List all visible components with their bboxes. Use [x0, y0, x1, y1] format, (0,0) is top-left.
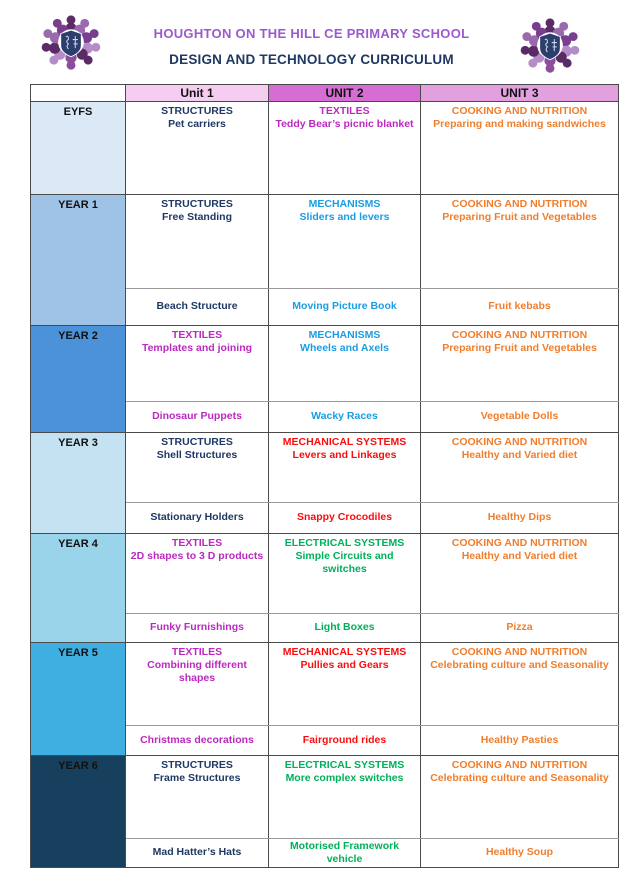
unit-title: STRUCTURES	[161, 436, 233, 448]
unit-title: TEXTILES	[171, 646, 223, 658]
project-name: Motorised Framework vehicle	[289, 839, 400, 865]
project-name: Frame Structures	[153, 772, 241, 785]
project-name: Levers and Linkages	[292, 449, 397, 462]
page-title: DESIGN AND TECHNOLOGY CURRICULUM	[169, 52, 454, 67]
curriculum-table: Unit 1 UNIT 2 UNIT 3 EYFS STRUCTURES Pet…	[30, 84, 619, 868]
school-logo-icon	[520, 18, 580, 73]
project-name: Free Standing	[161, 211, 232, 224]
header-cell-unit3: UNIT 3	[420, 84, 619, 102]
unit-title: COOKING AND NUTRITION	[451, 198, 588, 210]
project-name: Templates and joining	[141, 342, 253, 355]
project-name: Fairground rides	[302, 733, 387, 746]
unit-title: COOKING AND NUTRITION	[451, 646, 588, 658]
table-row-year6: YEAR 6 STRUCTURES Frame Structures ELECT…	[30, 755, 619, 868]
unit-title: COOKING AND NUTRITION	[451, 537, 588, 549]
year-label-year6: YEAR 6	[30, 755, 126, 868]
project-name: Dinosaur Puppets	[152, 410, 242, 423]
project-name: Celebrating culture and Seasonality	[430, 659, 609, 672]
project-name: Healthy and Varied diet	[461, 449, 578, 462]
unit-title: TEXTILES	[171, 329, 223, 341]
project-name: Pet carriers	[168, 118, 226, 131]
unit-title: COOKING AND NUTRITION	[451, 759, 588, 771]
school-logo-icon	[41, 15, 101, 70]
table-header-row: Unit 1 UNIT 2 UNIT 3	[30, 84, 619, 102]
unit-title: MECHANICAL SYSTEMS	[282, 436, 407, 448]
table-row-year1: YEAR 1 STRUCTURES Free Standing MECHANIS…	[30, 194, 619, 326]
table-row-year4: YEAR 4 TEXTILES 2D shapes to 3 D product…	[30, 533, 619, 643]
project-name: Wacky Races	[311, 410, 378, 423]
project-name: Fruit kebabs	[488, 300, 551, 313]
project-name: Combining different shapes	[147, 659, 247, 685]
table-row-year3b: Stationary Holders Snappy Crocodiles Hea…	[31, 502, 619, 534]
project-name: Funky Furnishings	[150, 621, 244, 634]
table-row-year5: YEAR 5 TEXTILES Combining different shap…	[30, 642, 619, 756]
table-row-eyfs: EYFS STRUCTURES Pet carriers TEXTILES Te…	[30, 101, 619, 195]
project-name: Vegetable Dolls	[480, 410, 559, 423]
header-cell-unit2: UNIT 2	[268, 84, 421, 102]
project-name: Preparing Fruit and Vegetables	[442, 211, 597, 224]
project-name: Moving Picture Book	[292, 300, 397, 313]
table-row-year6b: Mad Hatter’s Hats Motorised Framework ve…	[31, 838, 619, 868]
unit-title: COOKING AND NUTRITION	[451, 329, 588, 341]
unit-title: TEXTILES	[319, 105, 370, 117]
project-name: Preparing and making sandwiches	[433, 118, 606, 131]
unit-title: ELECTRICAL SYSTEMS	[284, 759, 405, 771]
table-row-year3: YEAR 3 STRUCTURES Shell Structures MECHA…	[30, 432, 619, 534]
table-row-year4b: Funky Furnishings Light Boxes Pizza	[31, 613, 619, 643]
year-label-year5: YEAR 5	[30, 642, 126, 756]
project-name: Shell Structures	[156, 449, 238, 462]
unit-title: STRUCTURES	[161, 198, 233, 210]
project-name: 2D shapes to 3 D products	[130, 550, 264, 563]
project-name: Beach Structure	[156, 300, 238, 313]
project-name: More complex switches	[285, 772, 404, 785]
unit-title: COOKING AND NUTRITION	[451, 436, 588, 448]
project-name: Mad Hatter’s Hats	[152, 846, 242, 859]
project-name: Light Boxes	[314, 621, 375, 634]
project-name: Wheels and Axels	[300, 342, 389, 355]
project-name: Snappy Crocodiles	[296, 511, 393, 524]
header-cell-unit1: Unit 1	[125, 84, 269, 102]
project-name: Celebrating culture and Seasonality	[430, 772, 609, 785]
unit-title: STRUCTURES	[161, 759, 233, 771]
project-name: Healthy Soup	[485, 846, 554, 859]
project-name: Sliders and levers	[299, 211, 390, 224]
unit-title: TEXTILES	[171, 537, 223, 549]
school-name: HOUGHTON ON THE HILL CE PRIMARY SCHOOL	[153, 26, 470, 41]
project-name: Simple Circuits and switches	[295, 550, 394, 576]
unit-title: STRUCTURES	[161, 105, 233, 117]
year-label-year3: YEAR 3	[30, 432, 126, 534]
project-name: Teddy Bear’s picnic blanket	[275, 118, 414, 131]
unit-title: MECHANISMS	[308, 198, 381, 210]
project-name: Healthy Dips	[487, 511, 552, 524]
year-label-eyfs: EYFS	[30, 101, 126, 195]
year-label-year4: YEAR 4	[30, 533, 126, 643]
table-row-year2: YEAR 2 TEXTILES Templates and joining ME…	[30, 325, 619, 433]
unit-title: ELECTRICAL SYSTEMS	[284, 537, 405, 549]
project-name: Preparing Fruit and Vegetables	[442, 342, 597, 355]
project-name: Stationary Holders	[150, 511, 244, 524]
unit-title: MECHANICAL SYSTEMS	[282, 646, 407, 658]
project-name: Healthy and Varied diet	[461, 550, 578, 563]
project-name: Pullies and Gears	[300, 659, 389, 672]
unit-title: MECHANISMS	[308, 329, 381, 341]
unit-title: COOKING AND NUTRITION	[451, 105, 588, 117]
project-name: Healthy Pasties	[480, 733, 559, 746]
project-name: Christmas decorations	[140, 733, 254, 746]
header-cell-empty	[30, 84, 126, 102]
table-row-year5b: Christmas decorations Fairground rides H…	[31, 725, 619, 756]
year-label-year2: YEAR 2	[30, 325, 126, 433]
project-name: Pizza	[506, 621, 533, 634]
year-label-year1: YEAR 1	[30, 194, 126, 326]
table-row-year1b: Beach Structure Moving Picture Book Frui…	[31, 288, 619, 326]
